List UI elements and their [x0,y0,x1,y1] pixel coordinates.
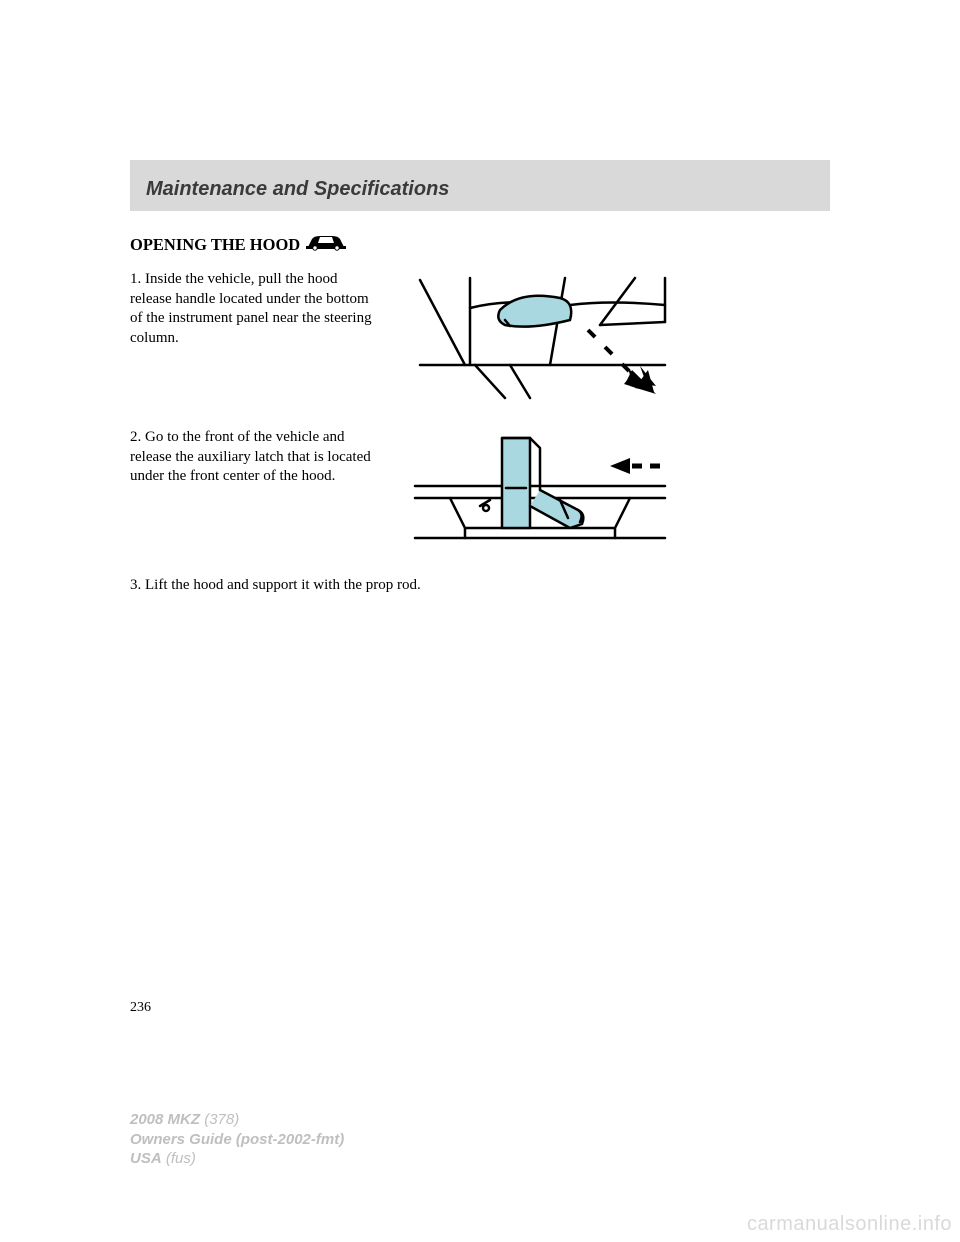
footer-region-code: (fus) [162,1150,196,1167]
page-container: Maintenance and Specifications OPENING T… [0,0,960,1242]
footer-model: 2008 MKZ [130,1111,200,1128]
step-1-row: 1. Inside the vehicle, pull the hood rel… [130,270,830,400]
step-1-figure [410,270,830,400]
step-1-text: 1. Inside the vehicle, pull the hood rel… [130,270,380,348]
footer-line-2: Owners Guide (post-2002-fmt) [130,1130,344,1150]
chapter-header: Maintenance and Specifications [130,160,830,211]
footer-line-3: USA (fus) [130,1149,344,1169]
chapter-title: Maintenance and Specifications [146,178,449,200]
step-2-figure [410,428,830,548]
step-2-row: 2. Go to the front of the vehicle and re… [130,428,830,548]
page-number: 236 [130,1000,151,1016]
car-hood-icon [306,233,346,256]
footer-block: 2008 MKZ (378) Owners Guide (post-2002-f… [130,1110,344,1169]
footer-code: (378) [200,1111,239,1128]
watermark: carmanualsonline.info [747,1213,952,1236]
section-heading: OPENING THE HOOD [130,233,830,256]
section-title-text: OPENING THE HOOD [130,235,300,255]
step-3-text: 3. Lift the hood and support it with the… [130,576,830,596]
footer-region: USA [130,1150,162,1167]
footer-line-1: 2008 MKZ (378) [130,1110,344,1130]
step-2-text: 2. Go to the front of the vehicle and re… [130,428,380,487]
